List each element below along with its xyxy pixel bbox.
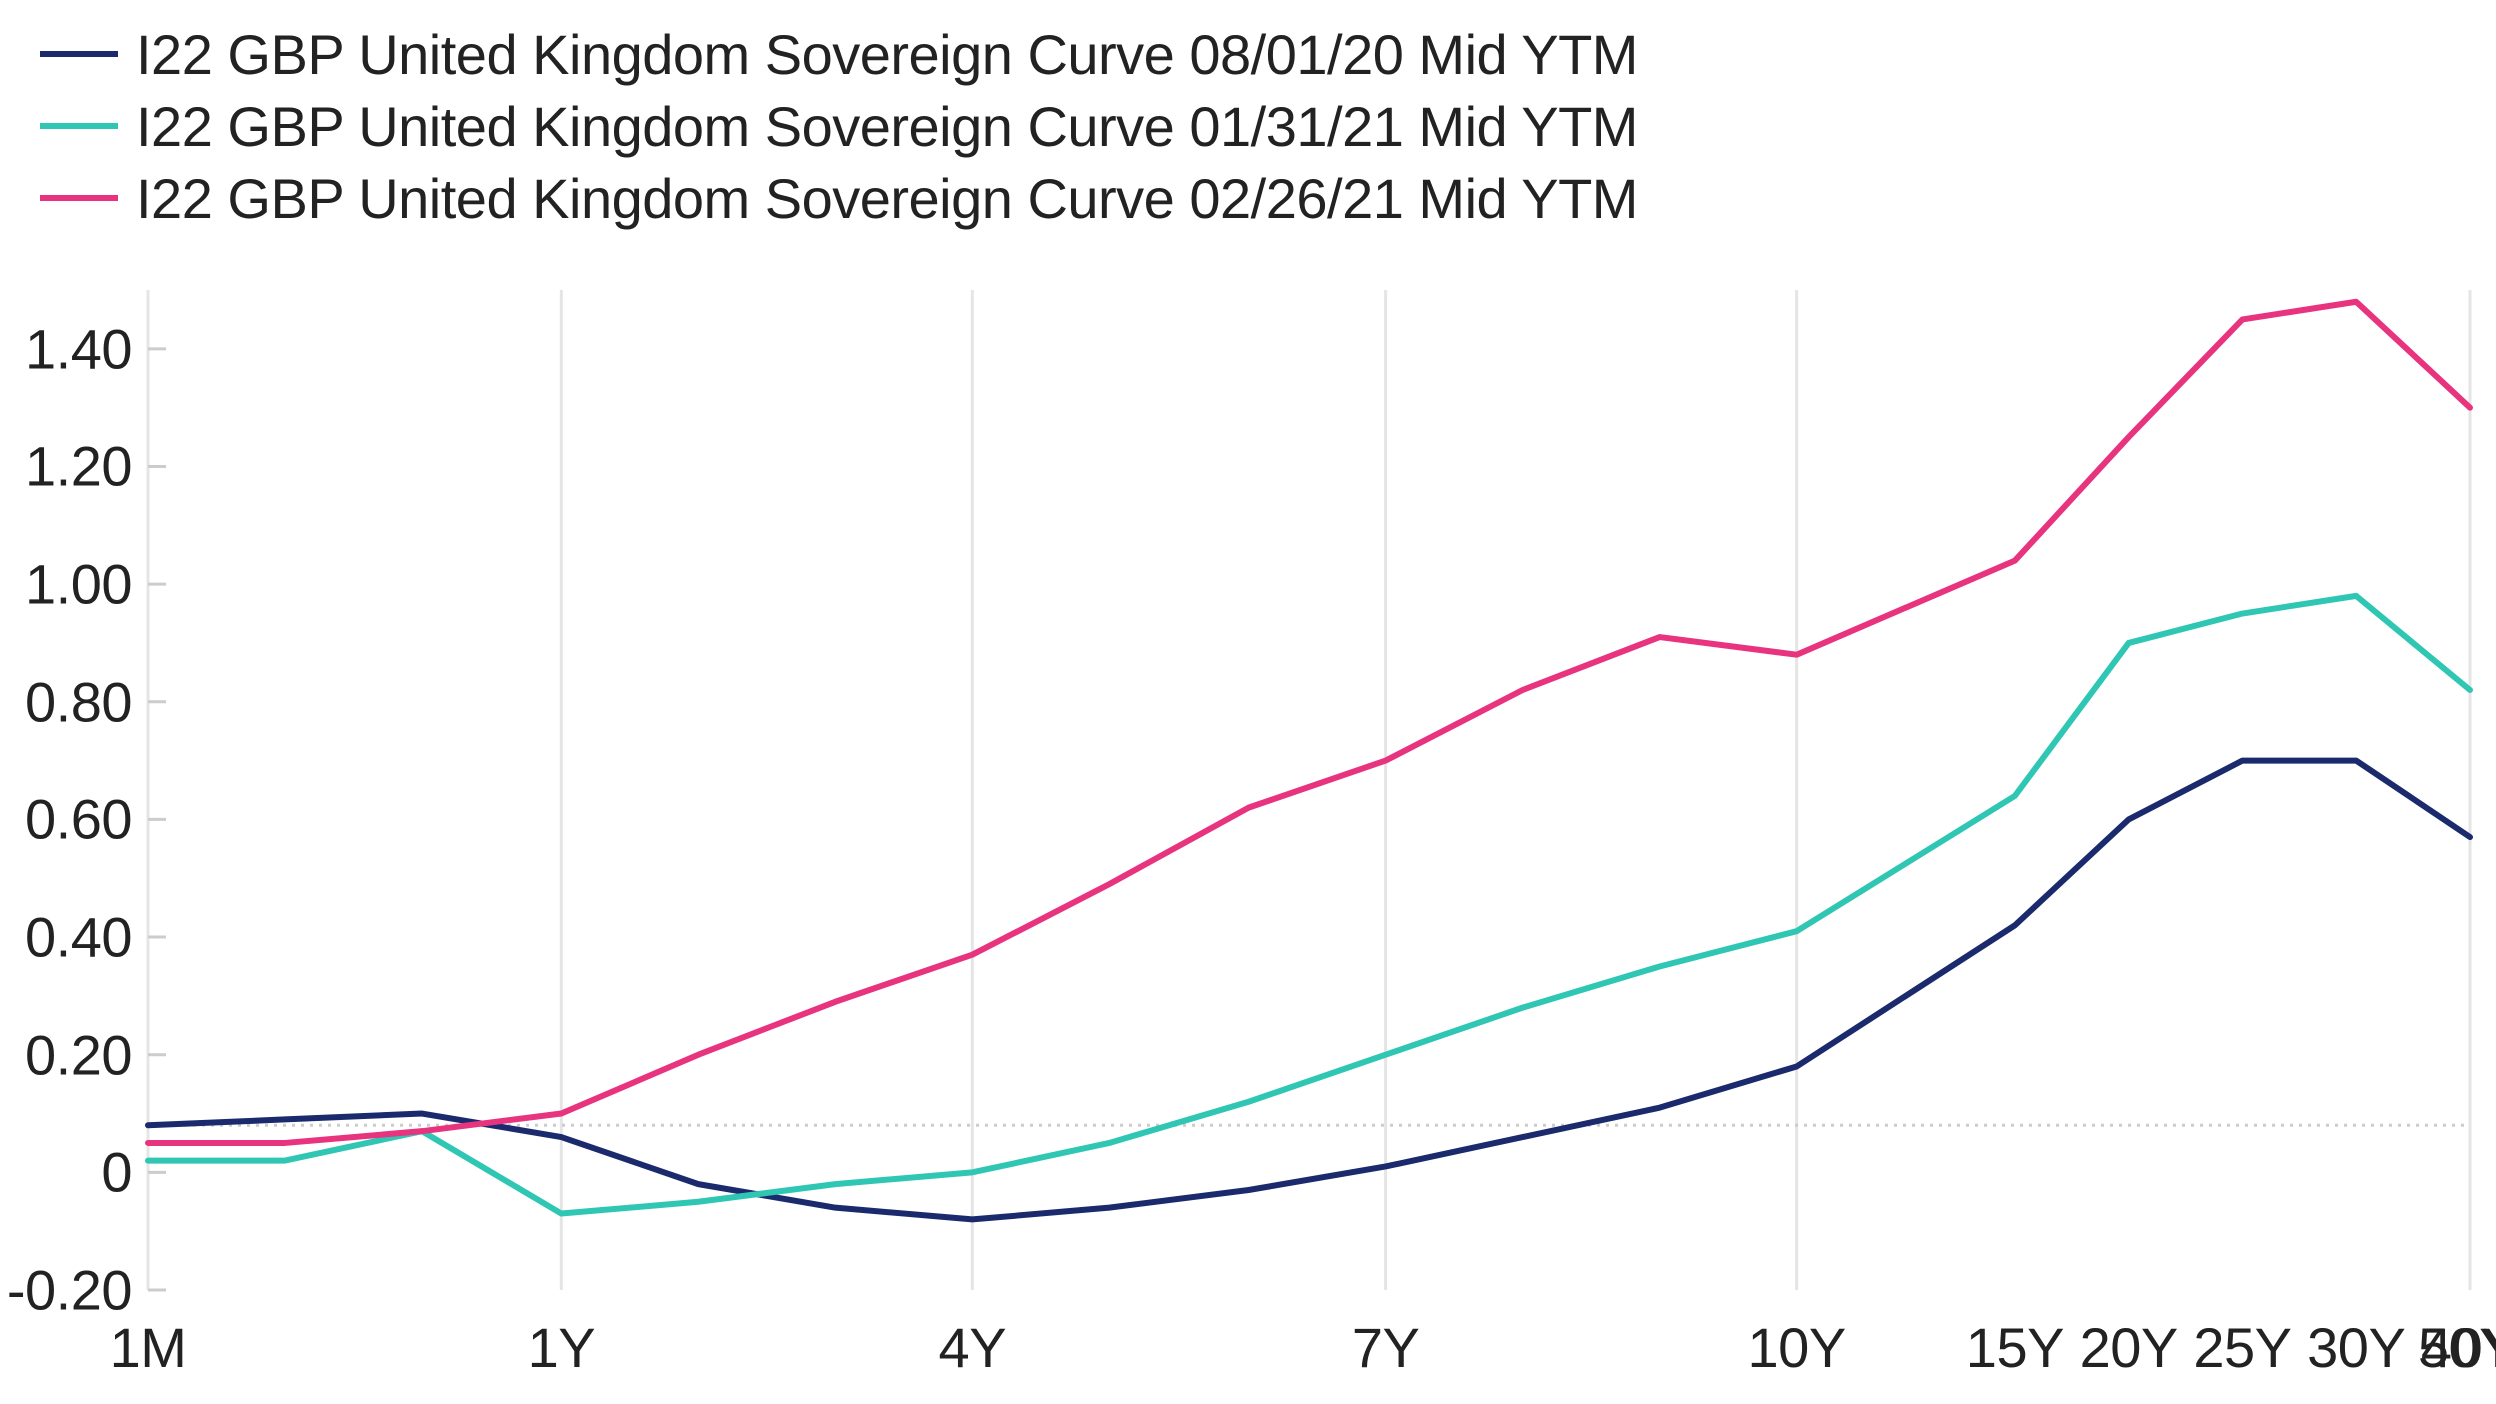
- y-axis-tick-label: 1.40: [0, 316, 132, 381]
- x-axis-tick-label: 1M: [110, 1315, 187, 1380]
- legend-label: I22 GBP United Kingdom Sovereign Curve 0…: [136, 94, 1638, 159]
- legend-swatch: [40, 123, 118, 129]
- legend-item: I22 GBP United Kingdom Sovereign Curve 0…: [40, 18, 1638, 90]
- x-axis-tick-label: 30Y: [2307, 1315, 2405, 1380]
- x-axis-tick-label: 15Y: [1966, 1315, 2064, 1380]
- yield-curve-chart: -0.20 0 0.20 0.40 0.60 0.80 1.00 1.20 1.40 1M 1Y 4Y…: [0, 260, 2496, 1380]
- chart-plot-area: [0, 260, 2496, 1380]
- y-axis-tick-label: 0.40: [0, 905, 132, 970]
- x-axis-tick-label: 25Y: [2193, 1315, 2291, 1380]
- legend-label: I22 GBP United Kingdom Sovereign Curve 0…: [136, 166, 1638, 231]
- x-axis-tick-label: 50Y: [2418, 1315, 2496, 1380]
- y-axis-tick-label: -0.20: [0, 1258, 132, 1323]
- legend-swatch: [40, 51, 118, 57]
- y-axis-tick-label: 0: [0, 1140, 132, 1205]
- y-axis-tick-label: 0.20: [0, 1022, 132, 1087]
- y-axis-tick-label: 0.60: [0, 787, 132, 852]
- legend-item: I22 GBP United Kingdom Sovereign Curve 0…: [40, 162, 1638, 234]
- x-axis-tick-label: 4Y: [939, 1315, 1007, 1380]
- y-axis-tick-label: 0.80: [0, 669, 132, 734]
- y-axis-tick-label: 1.20: [0, 434, 132, 499]
- legend-label: I22 GBP United Kingdom Sovereign Curve 0…: [136, 22, 1638, 87]
- x-axis-tick-label: 7Y: [1352, 1315, 1420, 1380]
- y-axis-tick-label: 1.00: [0, 552, 132, 617]
- x-axis-tick-label: 1Y: [528, 1315, 596, 1380]
- chart-legend: I22 GBP United Kingdom Sovereign Curve 0…: [40, 18, 1638, 234]
- x-axis-tick-label: 20Y: [2080, 1315, 2178, 1380]
- legend-swatch: [40, 195, 118, 201]
- legend-item: I22 GBP United Kingdom Sovereign Curve 0…: [40, 90, 1638, 162]
- x-axis-tick-label: 10Y: [1748, 1315, 1846, 1380]
